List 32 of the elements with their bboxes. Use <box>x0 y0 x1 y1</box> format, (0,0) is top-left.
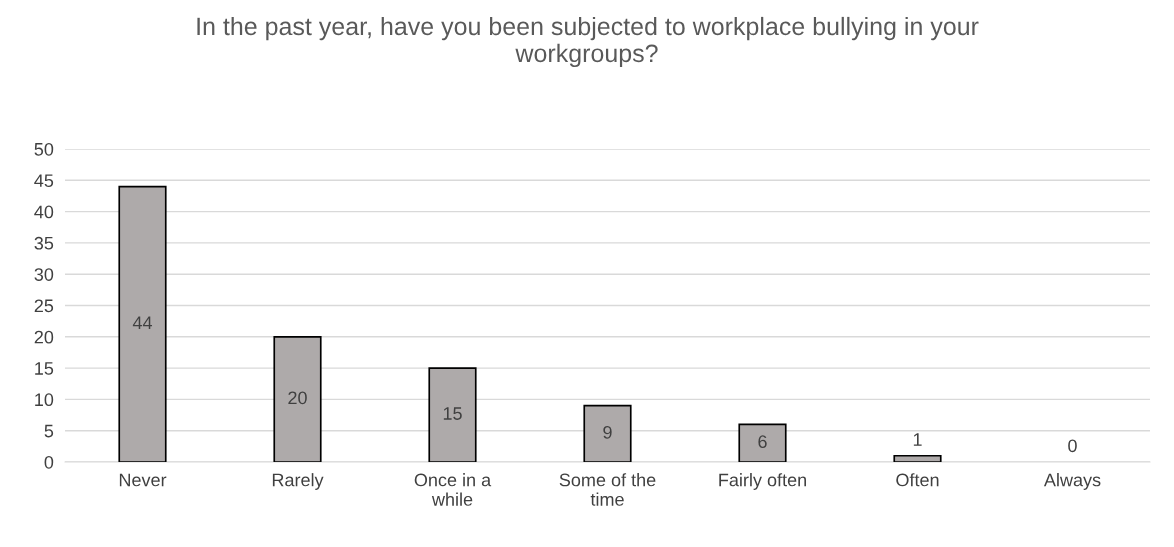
x-tick-label: Often <box>896 473 939 487</box>
bar <box>273 335 322 462</box>
y-tick-label: 25 <box>34 299 54 313</box>
data-label: 6 <box>758 435 767 449</box>
y-tick-label: 45 <box>34 174 54 188</box>
y-tick-label: 40 <box>34 205 54 219</box>
y-tick-label: 10 <box>35 393 54 407</box>
data-label: 15 <box>443 407 462 420</box>
bar <box>428 367 477 462</box>
y-tick-label: 15 <box>35 362 54 375</box>
y-tick-label: 50 <box>34 142 54 156</box>
y-tick-label: 20 <box>34 330 54 344</box>
x-tick-label: Rarely <box>272 473 324 490</box>
bar <box>893 454 942 462</box>
data-label: 44 <box>132 316 153 329</box>
x-tick-label: Always <box>1043 473 1101 490</box>
y-tick-label: 30 <box>34 268 54 281</box>
data-label: 0 <box>1068 439 1077 453</box>
data-label: 20 <box>288 391 307 405</box>
data-label: 1 <box>913 433 922 446</box>
data-label: 9 <box>603 425 612 439</box>
chart-title: In the past year, have you been subjected to workplace bullying in your workgroups? <box>197 16 979 68</box>
y-tick-label: 35 <box>34 236 54 250</box>
bar <box>583 404 632 462</box>
x-tick-label: Fairly often <box>719 473 806 490</box>
bar <box>118 185 167 462</box>
bar <box>738 423 787 462</box>
x-tick-label: Never <box>119 473 167 487</box>
x-tick-label: Once in a while <box>414 473 492 506</box>
y-tick-label: 0 <box>44 455 54 469</box>
y-tick-label: 5 <box>44 424 54 438</box>
x-tick-label: Some of the time <box>559 473 656 506</box>
